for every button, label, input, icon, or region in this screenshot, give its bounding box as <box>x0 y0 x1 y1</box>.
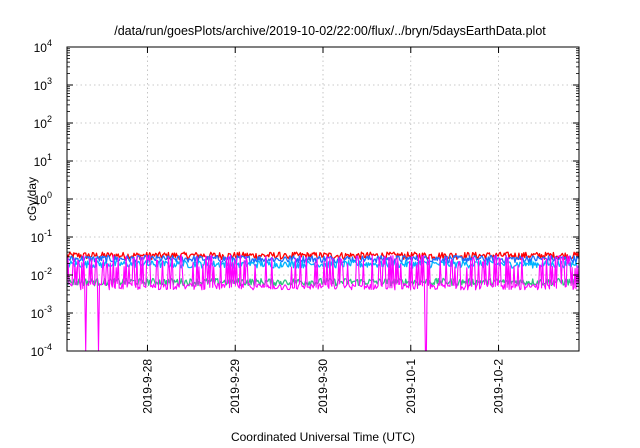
y-tick-label: 101 <box>34 152 52 169</box>
x-tick-label: 2019-10-2 <box>492 359 506 414</box>
y-tick-label: 104 <box>34 38 52 55</box>
x-tick-label: 2019-9-30 <box>316 359 330 414</box>
y-tick-label: 10-1 <box>31 228 52 245</box>
y-tick-label: 10-2 <box>31 266 52 283</box>
x-tick-label: 2019-10-1 <box>404 359 418 414</box>
y-tick-label: 10-4 <box>31 342 52 359</box>
y-tick-label: 103 <box>34 76 52 93</box>
y-tick-label: 102 <box>34 114 52 131</box>
y-axis: 10-4 10-3 10-2 10-1 100 101 102 103 104 <box>31 38 579 359</box>
y-axis-label: cGy/day <box>25 177 39 221</box>
y-tick-label: 100 <box>34 190 52 207</box>
x-tick-label: 2019-9-29 <box>228 359 242 414</box>
x-axis-label: Coordinated Universal Time (UTC) <box>231 430 415 444</box>
data-series <box>66 251 580 352</box>
chart-title: /data/run/goesPlots/archive/2019-10-02/2… <box>114 24 546 38</box>
y-tick-label: 10-3 <box>31 304 52 321</box>
x-tick-label: 2019-9-28 <box>140 359 154 414</box>
x-axis: 2019-9-28 2019-9-29 2019-9-30 2019-10-1 2019… <box>140 47 506 414</box>
grid <box>67 47 579 351</box>
series-line <box>66 254 580 352</box>
